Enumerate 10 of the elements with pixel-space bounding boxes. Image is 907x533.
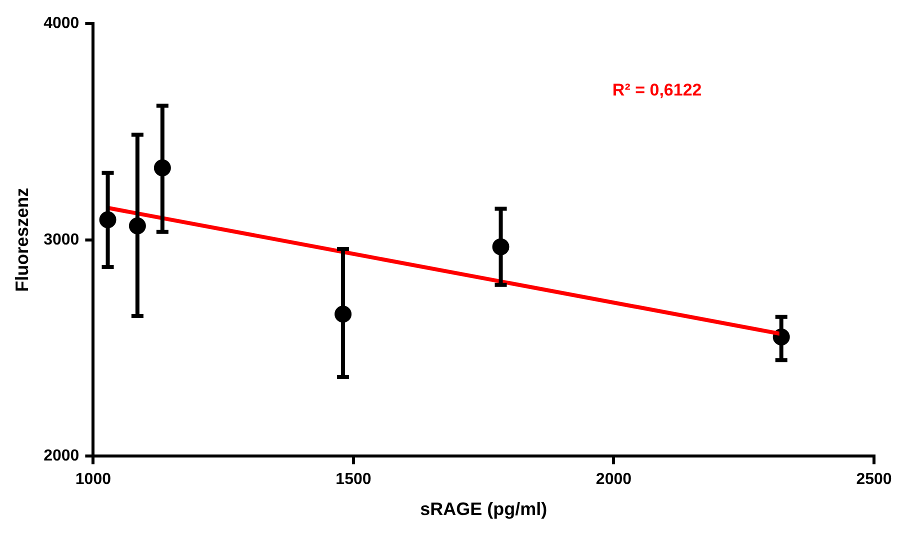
annotation: R² = 0,6122 [612,80,702,100]
x-tick-label: 2000 [596,471,632,488]
x-tick-label: 1500 [336,471,372,488]
y-tick-label: 3000 [44,231,80,248]
x-tick-label: 1000 [75,471,112,488]
x-axis-title: sRAGE (pg/ml) [420,499,548,520]
y-axis-title: Fluoreszenz [12,188,32,292]
x-tick-label: 2500 [856,471,892,488]
y-tick-label: 4000 [44,15,80,32]
y-tick-label: 2000 [44,448,80,465]
